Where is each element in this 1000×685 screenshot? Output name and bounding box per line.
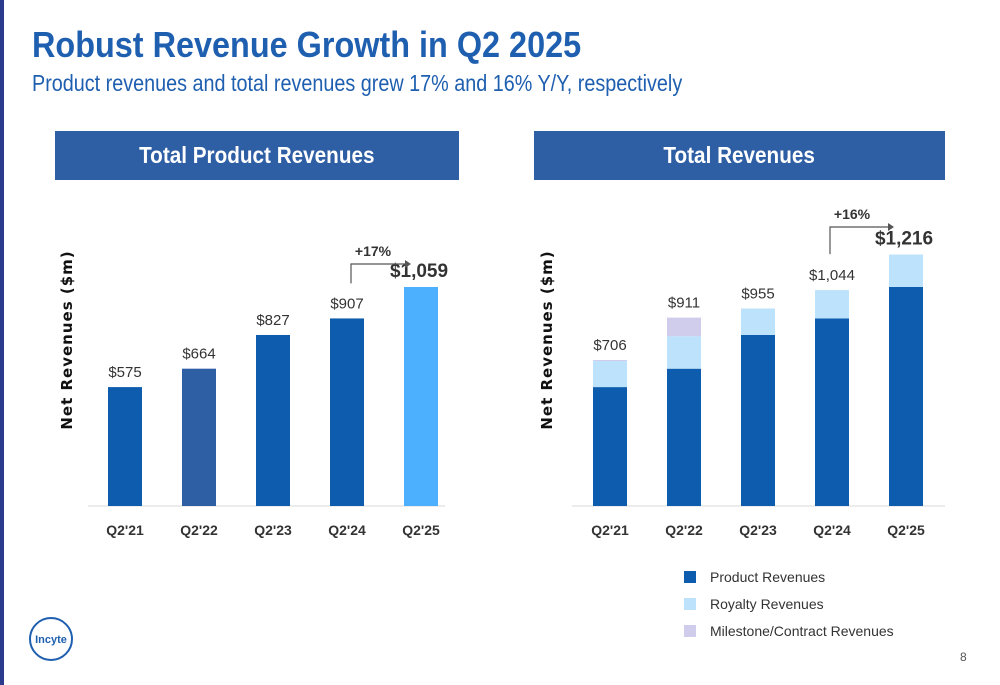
product-revenues-header: Total Product Revenues [55, 131, 459, 180]
product-revenues-header-label: Total Product Revenues [139, 142, 375, 168]
product-bar-q2-25 [404, 286, 438, 506]
total-chart-growth-annotation: +16% [834, 206, 871, 222]
legend-item-milestone: Milestone/Contract Revenues [684, 617, 894, 644]
legend-item-product: Product Revenues [684, 563, 894, 590]
total-bar-product-revenues-q2-21 [593, 387, 627, 506]
total-value-label-q2-22: $911 [668, 295, 700, 312]
legend-item-royalty: Royalty Revenues [684, 590, 894, 617]
total-value-label-q2-23: $955 [741, 286, 774, 303]
product-chart-y-axis-label: Net Revenues ($m) [58, 250, 76, 429]
total-bar-milestone-contract-revenues-q2-21 [593, 359, 627, 362]
legend-label-milestone: Milestone/Contract Revenues [710, 622, 894, 639]
product-value-label-q2-22: $664 [182, 346, 215, 363]
total-bar-royalty-revenues-q2-21 [593, 361, 627, 388]
total-value-label-q2-21: $706 [593, 337, 626, 354]
total-bar-royalty-revenues-q2-24 [815, 290, 849, 319]
total-bar-product-revenues-q2-23 [741, 334, 775, 506]
legend-swatch-milestone [684, 624, 696, 637]
page-number: 8 [960, 650, 967, 664]
legend-swatch-royalty [684, 597, 696, 610]
product-chart-tick-label-q2-23: Q2'23 [254, 522, 292, 538]
legend-label-royalty: Royalty Revenues [710, 595, 824, 612]
product-bar-q2-21 [108, 387, 142, 506]
product-bar-q2-24 [330, 318, 364, 506]
total-bar-royalty-revenues-q2-22 [667, 336, 701, 369]
legend-label-product: Product Revenues [710, 568, 826, 585]
incyte-logo-text: Incyte [35, 634, 67, 646]
product-chart-growth-annotation: +17% [355, 243, 392, 259]
product-value-label-q2-23: $827 [256, 312, 289, 329]
total-value-label-q2-24: $1,044 [809, 267, 855, 284]
total-bar-royalty-revenues-q2-25 [889, 254, 923, 287]
product-chart-tick-label-q2-22: Q2'22 [180, 522, 218, 538]
product-value-label-q2-24: $907 [330, 295, 363, 312]
product-value-label-q2-25: $1,059 [390, 261, 448, 282]
total-chart-tick-label-q2-22: Q2'22 [665, 522, 703, 538]
product-chart-growth-arrow-line [350, 263, 405, 284]
total-revenues-legend: Product Revenues Royalty Revenues Milest… [684, 563, 894, 644]
product-chart-growth-arrow-head [405, 260, 411, 268]
product-bar-q2-23 [256, 334, 290, 506]
total-chart-tick-label-q2-24: Q2'24 [813, 522, 851, 538]
slide-title: Robust Revenue Growth in Q2 2025 [32, 24, 582, 65]
legend-swatch-product [684, 570, 696, 583]
total-chart-y-axis-label: Net Revenues ($m) [538, 250, 556, 429]
total-value-label-q2-25: $1,216 [875, 229, 933, 250]
product-chart-tick-label-q2-24: Q2'24 [328, 522, 366, 538]
total-revenues-header: Total Revenues [534, 131, 945, 180]
total-chart-tick-label-q2-23: Q2'23 [739, 522, 777, 538]
total-chart-growth-arrow-line [829, 226, 888, 255]
total-bar-product-revenues-q2-22 [667, 368, 701, 506]
left-accent-rule [0, 0, 4, 685]
product-chart-tick-label-q2-21: Q2'21 [106, 522, 144, 538]
product-chart-tick-label-q2-25: Q2'25 [402, 522, 440, 538]
slide-subtitle: Product revenues and total revenues grew… [32, 70, 683, 96]
total-chart-tick-label-q2-25: Q2'25 [887, 522, 925, 538]
incyte-logo: Incyte [29, 617, 73, 661]
total-bar-milestone-contract-revenues-q2-22 [667, 317, 701, 337]
product-value-label-q2-21: $575 [108, 364, 141, 381]
total-bar-product-revenues-q2-25 [889, 286, 923, 506]
total-bar-product-revenues-q2-24 [815, 318, 849, 506]
total-bar-royalty-revenues-q2-23 [741, 308, 775, 335]
total-chart-growth-arrow-head [888, 223, 894, 231]
total-chart-tick-label-q2-21: Q2'21 [591, 522, 629, 538]
product-bar-q2-22 [182, 368, 216, 506]
total-revenues-header-label: Total Revenues [663, 142, 816, 168]
